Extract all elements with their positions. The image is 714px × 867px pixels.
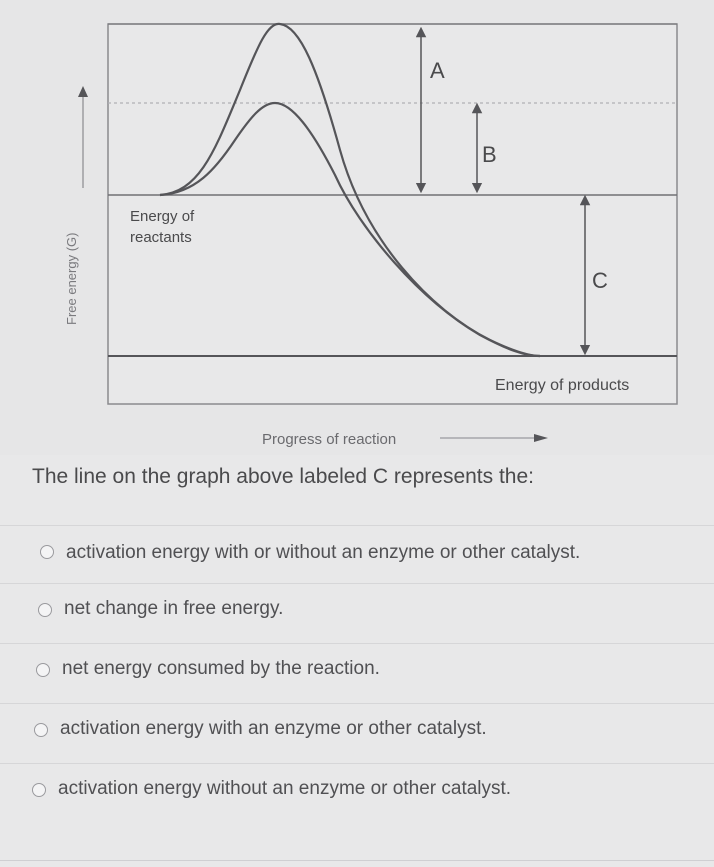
y-axis-label: Free energy (G) — [64, 233, 79, 325]
label-a: A — [430, 58, 445, 83]
label-c: C — [592, 268, 608, 293]
reactants-label-line1: Energy of — [130, 208, 195, 225]
radio-button[interactable] — [40, 545, 54, 559]
radio-button[interactable] — [38, 603, 52, 617]
option-net-consumed[interactable]: net energy consumed by the reaction. — [0, 643, 714, 702]
energy-diagram: A B C Energy of reactants Energy of prod… — [64, 22, 678, 448]
option-activation-either[interactable]: activation energy with or without an enz… — [0, 525, 714, 584]
energy-diagram-panel: A B C Energy of reactants Energy of prod… — [64, 22, 678, 448]
option-label: net energy consumed by the reaction. — [62, 658, 380, 679]
question-area: The line on the graph above labeled C re… — [0, 455, 714, 867]
reactants-label-line2: reactants — [130, 229, 192, 246]
radio-button[interactable] — [32, 783, 46, 797]
option-label: activation energy with or without an enz… — [66, 542, 581, 563]
option-activation-with[interactable]: activation energy with an enzyme or othe… — [0, 703, 714, 762]
option-activation-without[interactable]: activation energy without an enzyme or o… — [0, 763, 714, 822]
radio-button[interactable] — [34, 723, 48, 737]
radio-button[interactable] — [36, 663, 50, 677]
x-axis-label: Progress of reaction — [262, 431, 396, 448]
option-label: activation energy with an enzyme or othe… — [60, 718, 487, 739]
y-axis-arrow-head — [78, 86, 88, 97]
option-label: activation energy without an enzyme or o… — [58, 778, 512, 799]
label-b: B — [482, 142, 497, 167]
catalyzed-curve — [159, 101, 541, 358]
x-axis-arrow-head — [534, 434, 548, 442]
products-label: Energy of products — [495, 377, 629, 394]
option-net-change[interactable]: net change in free energy. — [0, 583, 714, 642]
bottom-divider — [0, 860, 714, 861]
option-label: net change in free energy. — [64, 598, 284, 619]
question-prompt: The line on the graph above labeled C re… — [32, 465, 535, 488]
